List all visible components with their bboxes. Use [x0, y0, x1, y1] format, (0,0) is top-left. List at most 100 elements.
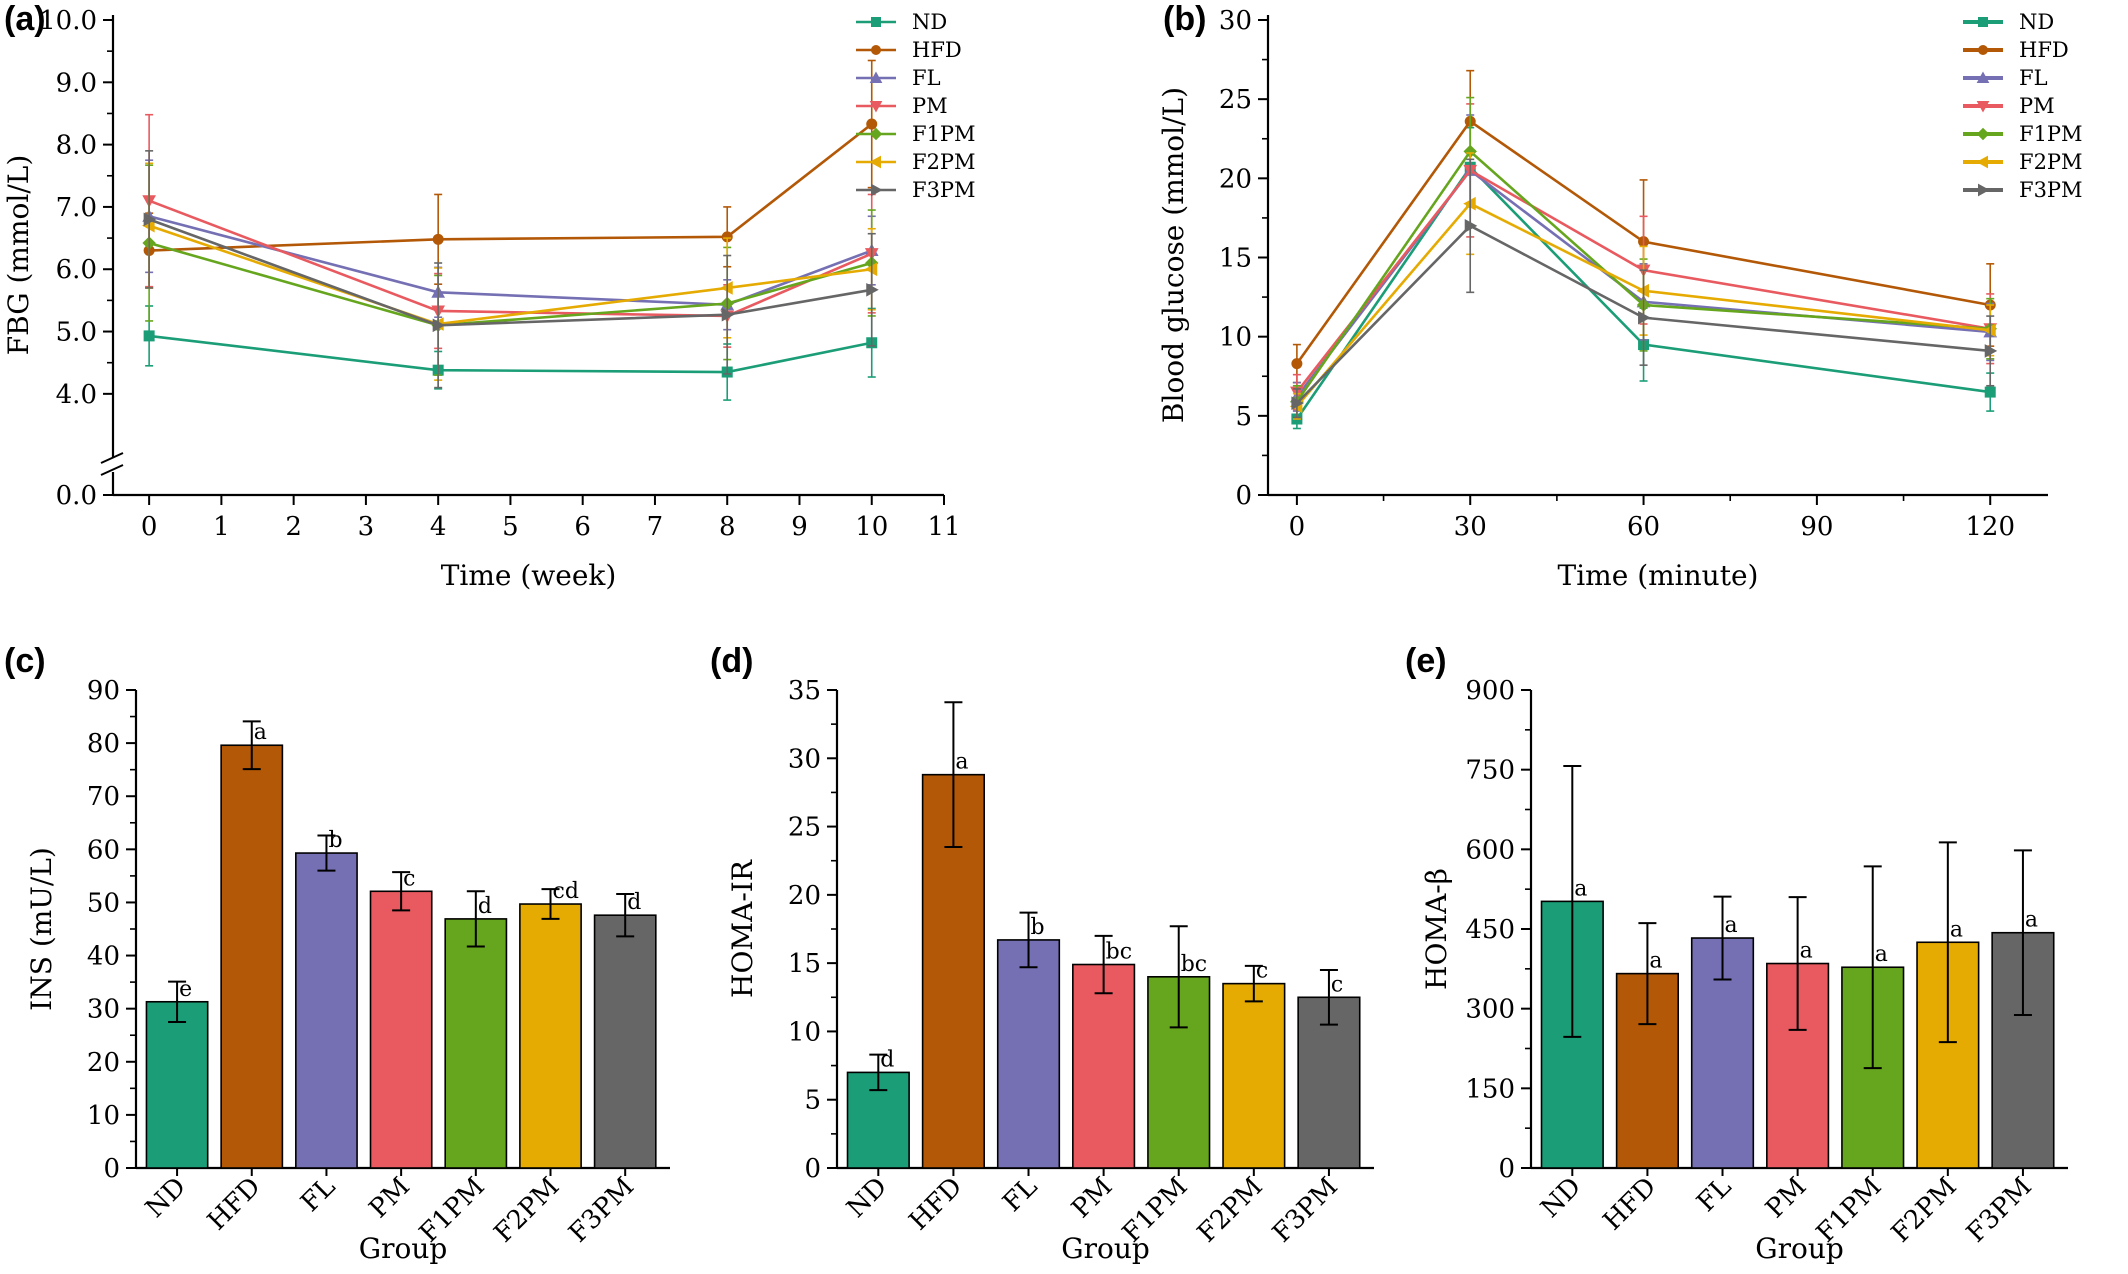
x-tick-label: ND: [1535, 1172, 1587, 1224]
data-point: [721, 307, 735, 322]
series-line: [1295, 119, 1991, 365]
axis-break-gap: [101, 458, 125, 472]
legend-label-FL: FL: [912, 66, 941, 90]
bar-group-HFD: a HFD: [904, 701, 986, 1237]
y-tick-label: 0: [103, 1154, 120, 1184]
legend-label-ND: ND: [912, 10, 947, 34]
y-tick-label: 80: [87, 729, 120, 759]
chart-a: (a) FBG (mmol/L) Time (week) 0 1 2 3 4 5 6 7 8 9 10 11…: [2, 0, 976, 592]
data-point: [1984, 386, 1996, 398]
axis-break-mark: [100, 464, 124, 476]
x-tick-label: F1PM: [1117, 1172, 1194, 1249]
data-point: [1464, 218, 1478, 233]
series-FL: [142, 159, 879, 331]
x-tick-label: F3PM: [563, 1172, 640, 1249]
x-tick-label: 90: [1800, 512, 1833, 542]
x-tick-label: HFD: [904, 1172, 969, 1237]
y-tick-label: 25: [788, 813, 821, 843]
legend-marker-F1PM: [869, 127, 883, 141]
y-axis-title: HOMA-IR: [726, 859, 759, 998]
bar-group-ND: a ND: [1535, 764, 1604, 1224]
panel-label: (a): [4, 0, 46, 38]
x-tick-label: 30: [1454, 512, 1487, 542]
bar-F3PM: [593, 914, 657, 1169]
x-tick-label: 0: [141, 512, 158, 542]
significance-label: a: [254, 720, 267, 745]
x-tick-label: 120: [1965, 512, 2015, 542]
data-point: [432, 233, 444, 245]
x-tick-label: F3PM: [1267, 1172, 1344, 1249]
series-F3PM: [1291, 158, 1998, 419]
x-tick-label: 7: [647, 512, 664, 542]
x-axis-title: Group: [1061, 1232, 1150, 1265]
chart-e: (e) HOMA-β Group 0 150 300 450 600 750 900 a ND a HFD…: [1405, 642, 2068, 1265]
y-axis-title: Blood glucose (mmol/L): [1157, 87, 1190, 423]
panel-label: (b): [1163, 0, 1206, 38]
series-line: [148, 241, 873, 327]
legend-marker-FL: [869, 71, 883, 83]
x-tick-label: HFD: [1598, 1172, 1663, 1237]
legend-label-HFD: HFD: [912, 38, 962, 62]
x-tick-label: ND: [841, 1172, 893, 1224]
y-tick-label: 30: [788, 744, 821, 774]
x-tick-label: 0: [1289, 512, 1306, 542]
y-axis-title: FBG (mmol/L): [2, 155, 35, 356]
y-tick-label: 900: [1465, 676, 1515, 706]
y-tick-label: 35: [788, 676, 821, 706]
data-point: [1291, 358, 1303, 370]
legend-marker-F1PM: [1976, 127, 1990, 141]
y-tick-label: 40: [87, 942, 120, 972]
data-point: [143, 330, 155, 342]
legend-label-FL: FL: [2019, 66, 2048, 90]
series-line: [149, 123, 873, 252]
x-tick-label: F2PM: [489, 1172, 566, 1249]
y-tick-label: 10: [788, 1017, 821, 1047]
significance-label: b: [1031, 915, 1045, 940]
bar-group-PM: a PM: [1760, 896, 1830, 1224]
x-tick-label: 3: [358, 512, 375, 542]
y-tick-label: 70: [87, 782, 120, 812]
bar-FL: [996, 939, 1061, 1169]
legend-label-F1PM: F1PM: [912, 122, 976, 146]
bar-F1PM: [1147, 975, 1211, 1169]
chart-d: (d)HOMA-IRGroup05101520253035dNDaHFDbFLb…: [710, 642, 1374, 1265]
panel-label: (c): [4, 642, 46, 680]
significance-label: d: [880, 1047, 894, 1072]
significance-label: cd: [553, 879, 579, 904]
y-tick-label: 30: [87, 995, 120, 1025]
y-tick-label: 20: [1219, 164, 1252, 194]
legend-marker-F3PM: [1978, 183, 1990, 197]
series-line: [148, 224, 872, 326]
y-tick-label: 8.0: [56, 131, 97, 161]
y-tick-label: 4.0: [56, 380, 97, 410]
series-F1PM: [142, 164, 879, 376]
legend-marker-F2PM: [869, 155, 881, 169]
legend-marker-HFD: [871, 45, 881, 55]
y-tick-label: 60: [87, 835, 120, 865]
y-axis-title: INS (mU/L): [25, 847, 58, 1011]
bar-F3PM: [1297, 996, 1361, 1169]
bar-PM: [1072, 963, 1136, 1169]
series-line: [148, 334, 872, 374]
legend: ND HFD FL PM F1PM F2PM F3PM: [1963, 10, 2083, 202]
significance-label: a: [1649, 949, 1662, 974]
data-point: [143, 212, 157, 227]
axis-break-mark: [100, 452, 124, 464]
significance-label: a: [1800, 939, 1813, 964]
series-line: [148, 215, 873, 307]
legend-label-F1PM: F1PM: [2019, 122, 2083, 146]
x-tick-label: FL: [997, 1172, 1043, 1218]
y-tick-label: 0.0: [56, 481, 97, 511]
significance-label: c: [1256, 959, 1268, 984]
y-tick-label: 20: [788, 881, 821, 911]
legend-label-F3PM: F3PM: [912, 178, 976, 202]
y-tick-label: 5: [804, 1086, 821, 1116]
x-tick-label: ND: [140, 1172, 192, 1224]
x-tick-label: 5: [502, 512, 519, 542]
significance-label: bc: [1106, 940, 1132, 965]
series-HFD: [143, 59, 878, 289]
bar-group-FL: a FL: [1690, 895, 1755, 1218]
bar-F2PM: [519, 903, 582, 1169]
x-tick-label: 6: [574, 512, 591, 542]
chart-b: (b) Blood glucose (mmol/L) Time (minute) 0 3…: [1157, 0, 2083, 592]
